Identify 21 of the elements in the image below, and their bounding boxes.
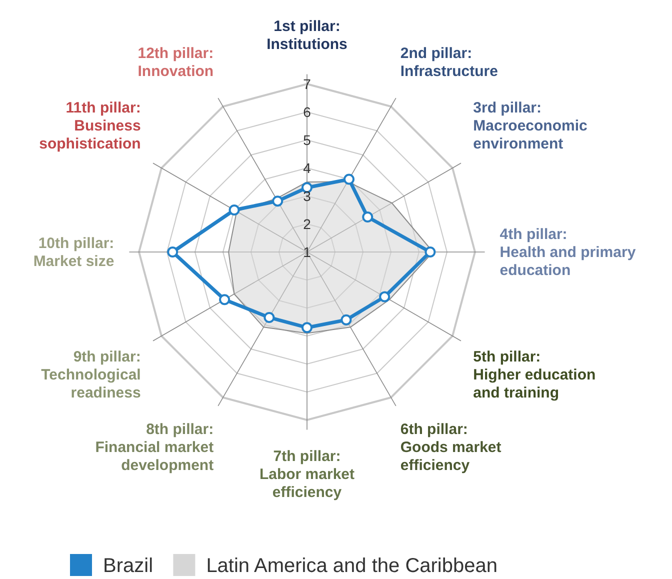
spoke-label: 11th pillar: Business sophistication xyxy=(39,100,141,153)
spoke-label: 6th pillar: Goods market efficiency xyxy=(400,421,502,474)
spoke-label: 9th pillar: Technological readiness xyxy=(41,348,141,402)
y-tick-label: 5 xyxy=(303,132,312,148)
y-tick-label: 7 xyxy=(303,76,312,92)
spoke-label: 1st pillar: Institutions xyxy=(266,18,348,54)
spoke-label: 8th pillar: Financial market development xyxy=(95,421,214,474)
y-tick-label: 3 xyxy=(303,188,312,204)
y-tick-label: 1 xyxy=(303,244,312,260)
spoke-label: 5th pillar: Higher education and training xyxy=(473,348,596,402)
spoke-label: 2nd pillar: Infrastructure xyxy=(400,44,498,80)
spoke-label: 7th pillar: Labor market efficiency xyxy=(259,448,355,501)
spoke-label: 3rd pillar: Macroeconomic environment xyxy=(473,100,588,153)
y-tick-label: 4 xyxy=(303,160,312,176)
spoke-label: 10th pillar: Market size xyxy=(33,235,114,270)
legend-label: Latin America and the Caribbean xyxy=(206,555,498,577)
legend-label: Brazil xyxy=(103,555,154,577)
y-tick-label: 2 xyxy=(303,216,312,232)
y-tick-label: 6 xyxy=(303,104,312,120)
spoke-label: 4th pillar: Health and primary education xyxy=(500,226,636,279)
spoke-label: 12th pillar: Innovation xyxy=(138,44,214,80)
